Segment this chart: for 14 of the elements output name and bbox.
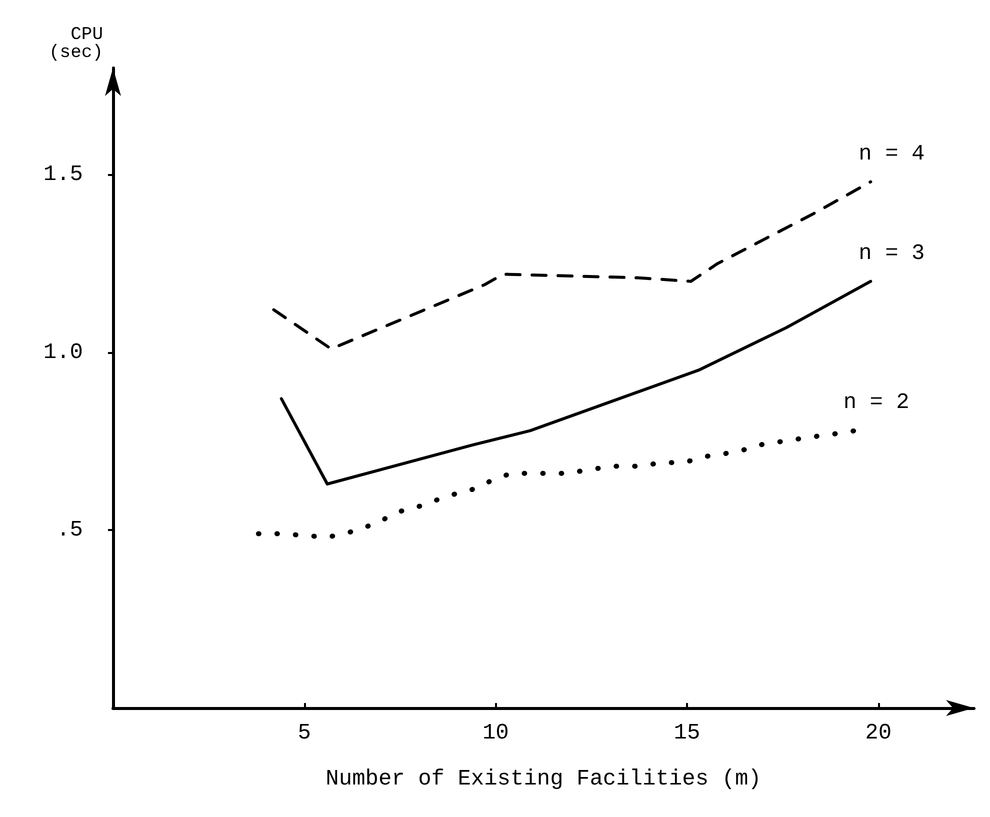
series-label: n = 4: [858, 141, 925, 166]
y-tick-label: .5: [56, 518, 83, 543]
series-label: n = 2: [843, 390, 910, 416]
x-tick-label: 10: [482, 720, 509, 746]
x-axis-title: Number of Existing Facilities (m): [326, 766, 762, 792]
x-tick-label: 5: [298, 720, 311, 746]
x-tick-label: 20: [865, 720, 892, 746]
series-label: n = 3: [858, 240, 925, 266]
y-tick-label: 1.0: [43, 340, 83, 365]
x-tick-label: 15: [674, 720, 700, 746]
y-tick-label: 1.5: [43, 162, 83, 188]
y-axis-title: CPU (sec): [48, 25, 103, 63]
line-series: [280, 280, 872, 486]
line-series: [272, 180, 872, 350]
